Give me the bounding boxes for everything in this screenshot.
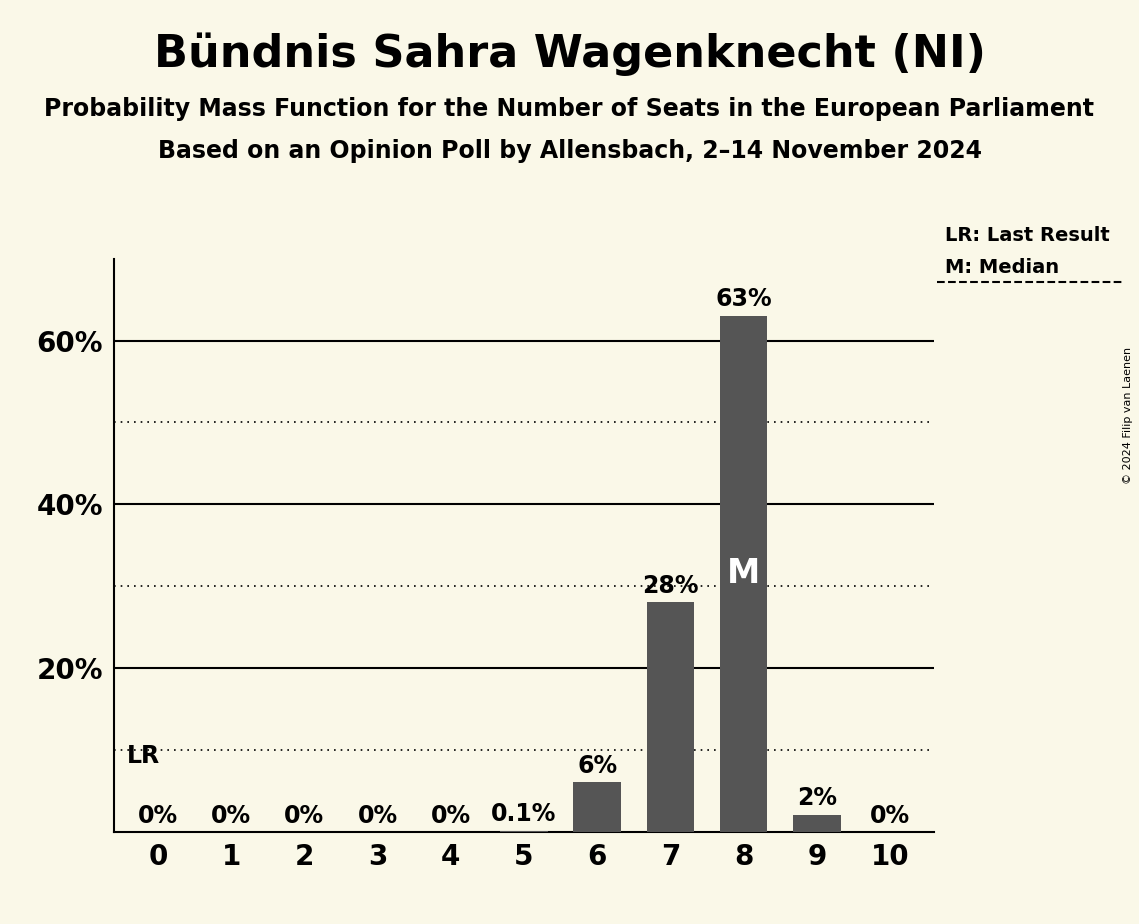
Text: LR: LR	[128, 745, 161, 769]
Bar	[573, 783, 621, 832]
Text: 0%: 0%	[870, 804, 910, 828]
Text: 63%: 63%	[715, 287, 772, 311]
Text: M: Median: M: Median	[945, 259, 1059, 277]
Text: 0%: 0%	[358, 804, 398, 828]
Text: 0%: 0%	[138, 804, 178, 828]
Text: © 2024 Filip van Laenen: © 2024 Filip van Laenen	[1123, 347, 1133, 484]
Text: 0%: 0%	[431, 804, 470, 828]
Text: Based on an Opinion Poll by Allensbach, 2–14 November 2024: Based on an Opinion Poll by Allensbach, …	[157, 139, 982, 163]
Bar	[793, 815, 841, 832]
Text: 28%: 28%	[642, 574, 698, 598]
Text: M: M	[727, 557, 760, 590]
Text: 2%: 2%	[797, 786, 837, 810]
Bar	[647, 602, 694, 832]
Text: LR: Last Result: LR: Last Result	[945, 226, 1111, 245]
Text: Probability Mass Function for the Number of Seats in the European Parliament: Probability Mass Function for the Number…	[44, 97, 1095, 121]
Text: 0%: 0%	[211, 804, 251, 828]
Text: 6%: 6%	[577, 754, 617, 778]
Text: 0.1%: 0.1%	[491, 802, 557, 826]
Text: Bündnis Sahra Wagenknecht (NI): Bündnis Sahra Wagenknecht (NI)	[154, 32, 985, 76]
Text: 0%: 0%	[285, 804, 325, 828]
Bar	[720, 316, 768, 832]
